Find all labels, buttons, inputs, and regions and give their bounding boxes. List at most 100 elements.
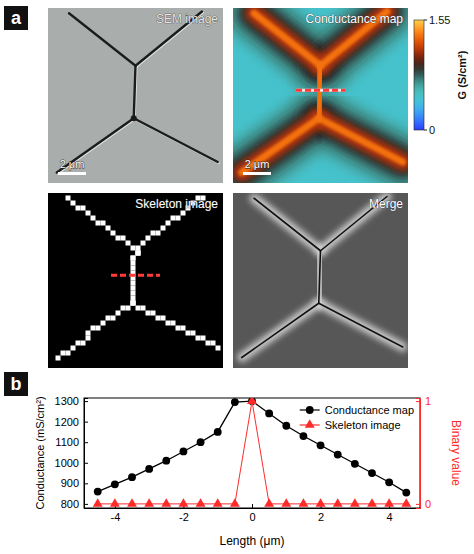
skeleton-pixel: [136, 306, 141, 311]
image-panel: Merge: [233, 193, 408, 368]
series-marker: [161, 498, 171, 507]
structure-line: [70, 14, 137, 67]
chart: -4-2024800900100011001200130001Length (μ…: [34, 395, 463, 548]
series-marker: [300, 432, 308, 440]
colorbar-label: G (S/cm²): [456, 50, 468, 99]
skeleton-pixel: [76, 206, 81, 211]
colorbar-gradient: [414, 20, 424, 130]
profile-line: [111, 274, 160, 277]
series-marker: [265, 410, 273, 418]
structure-line: [319, 118, 403, 162]
y-axis-tick-mark: [84, 463, 88, 464]
figure: abSEM image2 μmConductance map2 μmSkelet…: [0, 0, 474, 554]
series-marker: [317, 441, 325, 449]
structure-line: [57, 118, 134, 172]
image-title: Skeleton image: [135, 197, 218, 211]
y-axis-title: Conductance (mS/cm²): [34, 396, 46, 509]
series-marker: [299, 498, 309, 507]
legend-label: Conductance map: [325, 404, 414, 416]
image-title: Conductance map: [306, 12, 404, 26]
y2-axis-tick: 0: [416, 498, 431, 510]
skeleton-pixel: [191, 331, 196, 336]
y2-axis-tick-label: 1: [425, 395, 431, 407]
y2-axis-tick-mark: [416, 401, 420, 402]
skeleton-pixel: [131, 296, 136, 301]
series-marker: [281, 498, 291, 507]
skeleton-pixel: [176, 326, 181, 331]
image-title: SEM image: [156, 12, 218, 26]
x-axis-tick: -2: [179, 504, 189, 523]
structure-line: [58, 119, 135, 173]
structure-line: [319, 303, 403, 347]
x-axis-tick-label: -4: [110, 511, 120, 523]
skeleton-pixel: [111, 231, 116, 236]
skeleton-pixel: [166, 221, 171, 226]
series-marker: [402, 489, 410, 497]
colorbar-tick-label: 0: [429, 124, 435, 136]
y-axis-tick-label: 1100: [55, 436, 79, 448]
x-axis-tick-label: 4: [387, 511, 393, 523]
skeleton-pixel: [86, 331, 91, 336]
skeleton-pixel: [111, 316, 116, 321]
structure-line: [254, 198, 321, 251]
series-marker: [145, 465, 153, 473]
image-panel: Skeleton image: [48, 193, 223, 368]
skeleton-pixel: [136, 251, 141, 256]
x-axis-tick: 0: [249, 504, 255, 523]
y-axis: 8009001000110012001300: [55, 395, 88, 510]
skeleton-pixel: [126, 306, 131, 311]
panel-letter-box: [4, 6, 28, 30]
panel-letter: a: [4, 6, 28, 30]
skeleton-pixel: [86, 211, 91, 216]
skeleton-pixel: [171, 321, 176, 326]
skeleton-pixel: [131, 266, 136, 271]
skeleton-pixel: [131, 281, 136, 286]
y2-axis-line: [416, 399, 421, 509]
skeleton-pixel: [151, 231, 156, 236]
skeleton-pixel: [161, 226, 166, 231]
structure-line: [134, 66, 136, 119]
y-axis-tick: 900: [61, 477, 88, 489]
panel-letter-box: [4, 372, 28, 396]
y2-axis-title: Binary value: [449, 420, 463, 486]
structure-line: [134, 118, 218, 162]
skeleton-pixel: [101, 321, 106, 326]
image-background: [233, 193, 408, 368]
image-content: [233, 8, 408, 183]
skeleton-pixel: [211, 341, 216, 346]
series-marker: [351, 460, 359, 468]
series-marker: [128, 473, 136, 481]
skeleton-pixel: [131, 301, 136, 306]
skeleton-pixel: [146, 311, 151, 316]
x-axis-tick: 2: [318, 504, 324, 523]
skeleton-pixel: [206, 341, 211, 346]
series-marker: [401, 498, 411, 507]
skeleton-pixel: [181, 326, 186, 331]
y-axis-tick: 1000: [55, 457, 88, 469]
y-axis-tick-mark: [84, 504, 88, 505]
y-axis-tick-label: 1300: [55, 395, 79, 407]
series-marker: [385, 478, 393, 486]
structure-line: [135, 119, 219, 163]
plot-frame: [84, 398, 420, 508]
y-axis-tick: 1100: [55, 436, 88, 448]
series-marker: [333, 498, 343, 507]
series-marker: [264, 498, 274, 507]
skeleton-pixel: [131, 286, 136, 291]
image-title: Merge: [369, 197, 403, 211]
legend-item: Conductance map: [300, 404, 414, 416]
skeleton-pixel: [196, 336, 201, 341]
series-marker: [162, 457, 170, 465]
series-marker: [350, 498, 360, 507]
structure-line: [242, 118, 319, 172]
structure-line: [319, 251, 321, 304]
x-axis-tick-label: 0: [249, 511, 255, 523]
y2-axis-tick-label: 0: [425, 498, 431, 510]
skeleton-pixel: [161, 316, 166, 321]
colorbar-tick: [424, 130, 427, 131]
skeleton-pixel: [136, 246, 141, 251]
structure-line: [319, 118, 403, 162]
series-marker: [179, 498, 189, 507]
scale-bar: [58, 172, 86, 175]
structure-line: [242, 118, 319, 172]
